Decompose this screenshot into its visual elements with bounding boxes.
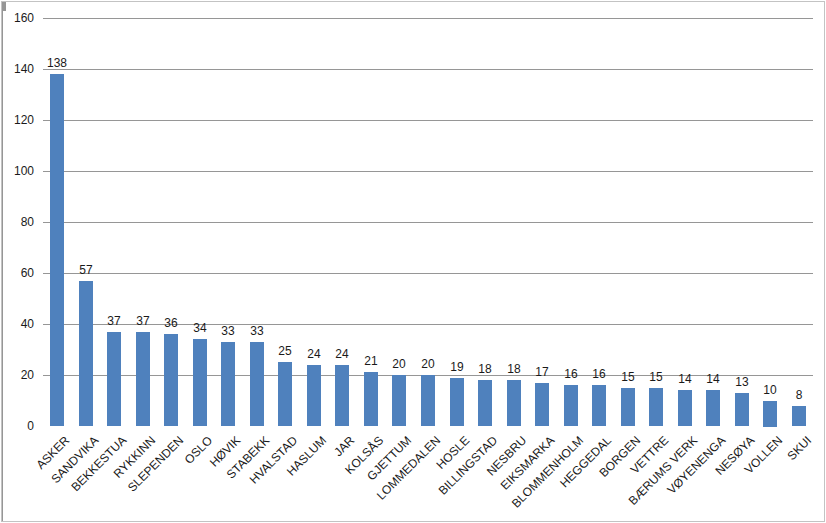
gridline	[43, 120, 813, 121]
bar	[649, 388, 663, 426]
bar	[136, 332, 150, 426]
bar	[621, 388, 635, 426]
bar	[50, 74, 64, 426]
y-tick-label: 160	[2, 11, 34, 25]
bar	[250, 342, 264, 426]
gridline	[43, 273, 813, 274]
gridline	[43, 222, 813, 223]
bar	[478, 380, 492, 426]
bar	[364, 372, 378, 426]
bar-chart: 020406080100120140160138ASKER57SANDVIKA3…	[1, 1, 825, 522]
y-tick-label: 20	[2, 368, 34, 382]
bar	[450, 378, 464, 426]
bar	[193, 339, 207, 426]
axis-line	[2, 151, 3, 522]
bar	[107, 332, 121, 426]
bar-value-label: 33	[239, 325, 275, 338]
bar	[564, 385, 578, 426]
bar	[763, 401, 777, 427]
bar	[792, 406, 806, 426]
bar	[278, 362, 292, 426]
y-tick-label: 0	[2, 419, 34, 433]
bar-value-label: 138	[39, 57, 75, 70]
bar	[535, 383, 549, 426]
bar	[307, 365, 321, 426]
bar	[164, 334, 178, 426]
bar	[421, 375, 435, 426]
gridline	[43, 18, 813, 19]
bar	[392, 375, 406, 426]
gridline	[43, 69, 813, 70]
y-tick-label: 100	[2, 164, 34, 178]
bar	[735, 393, 749, 426]
bar	[507, 380, 521, 426]
y-tick-label: 80	[2, 215, 34, 229]
x-tick-label: SKUI	[785, 434, 814, 463]
y-tick-label: 40	[2, 317, 34, 331]
plot-area: 020406080100120140160138ASKER57SANDVIKA3…	[2, 2, 824, 521]
gridline	[43, 171, 813, 172]
y-tick-label: 60	[2, 266, 34, 280]
bar-value-label: 8	[781, 389, 817, 402]
bar	[678, 390, 692, 426]
bar	[335, 365, 349, 426]
bar	[706, 390, 720, 426]
bar	[592, 385, 606, 426]
bar	[79, 281, 93, 426]
bar-value-label: 57	[68, 264, 104, 277]
y-tick-label: 120	[2, 113, 34, 127]
y-tick-label: 140	[2, 62, 34, 76]
bar	[221, 342, 235, 426]
